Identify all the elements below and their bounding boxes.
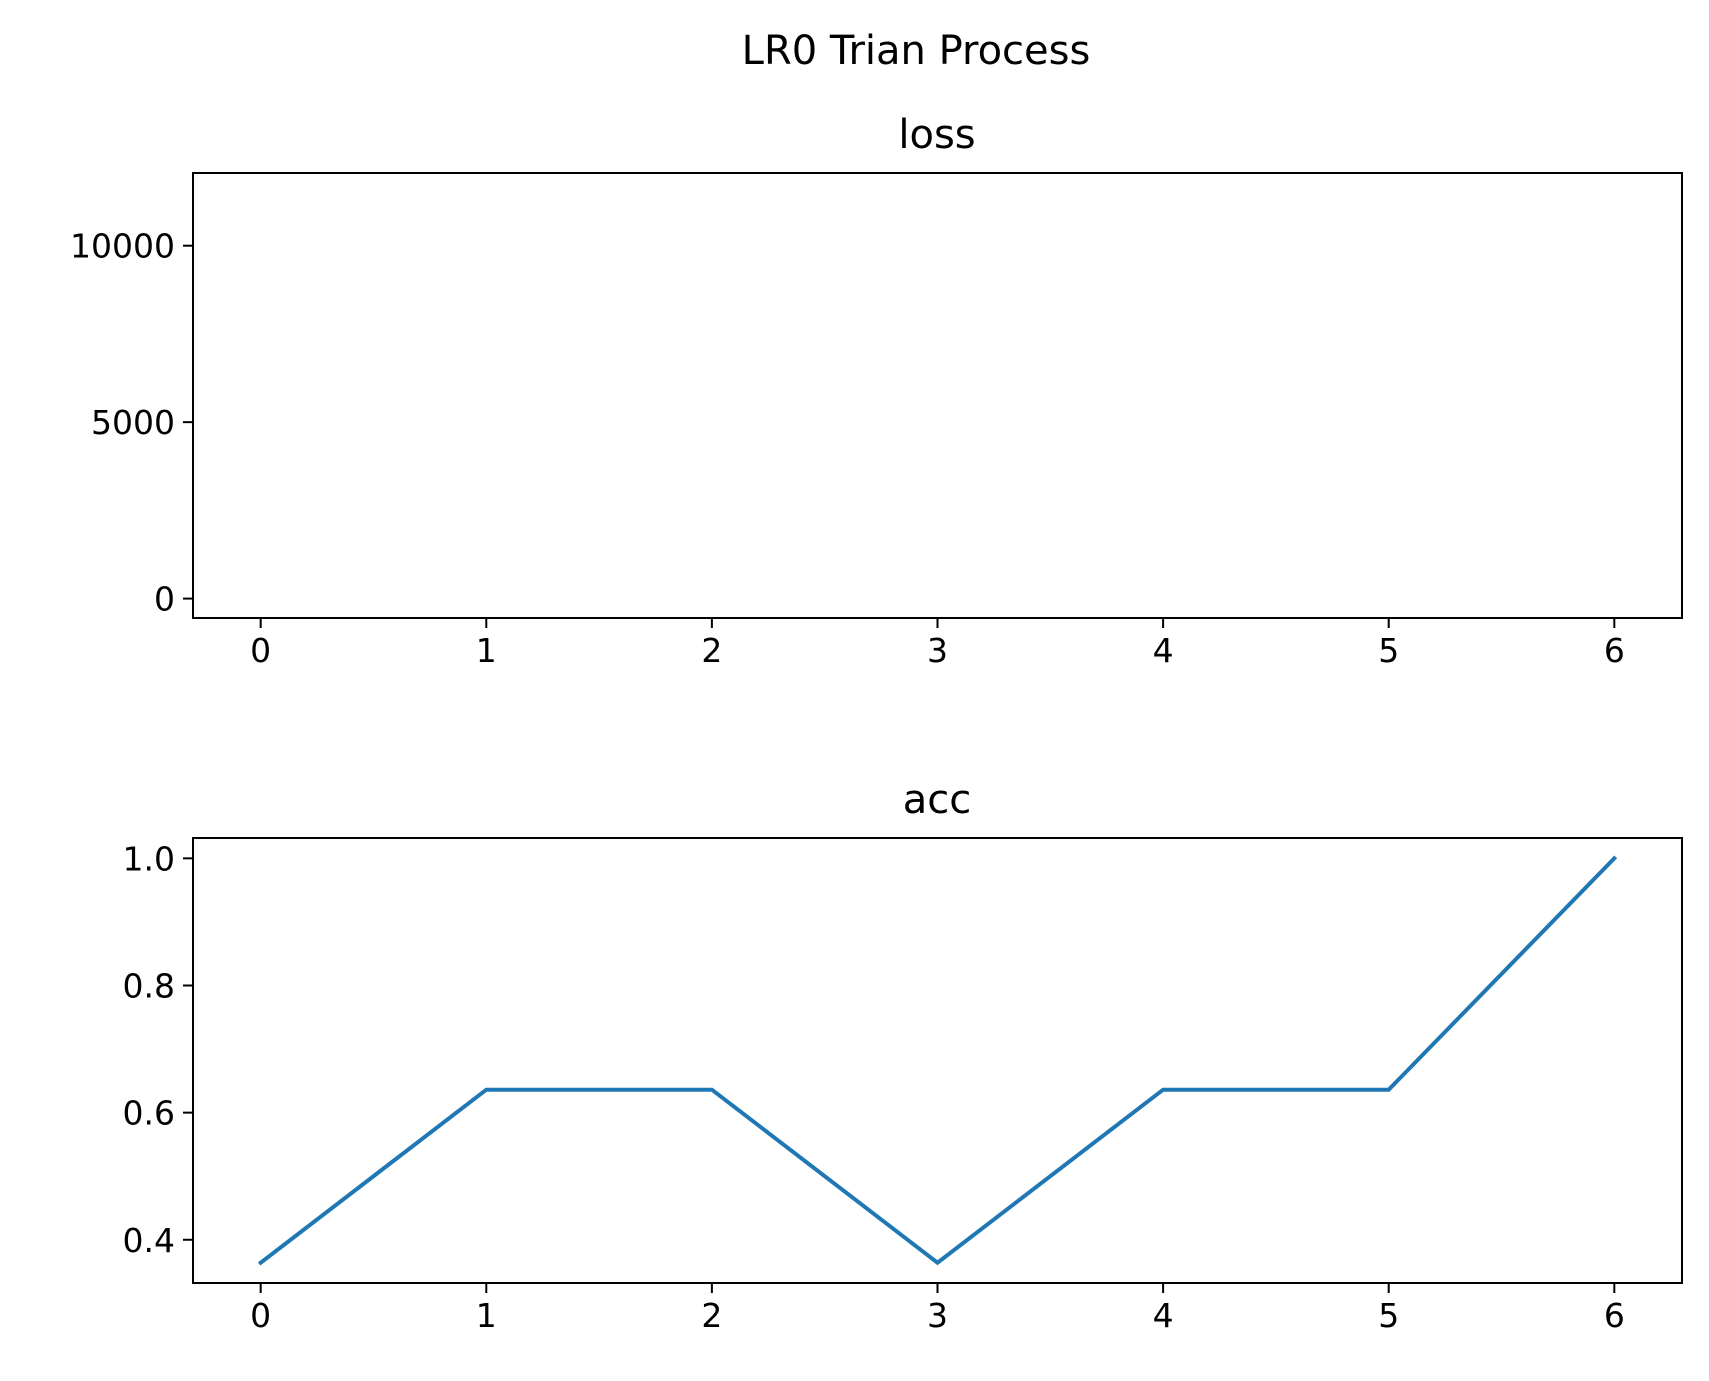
acc-x-tick-label: 4 bbox=[1153, 1296, 1174, 1335]
loss-x-tick-label: 0 bbox=[250, 631, 271, 670]
loss-y-tick-label: 0 bbox=[154, 580, 175, 619]
acc-y-tick-label: 0.6 bbox=[123, 1094, 175, 1133]
loss-x-tick-label: 6 bbox=[1604, 631, 1625, 670]
acc-x-tick-label: 1 bbox=[476, 1296, 497, 1335]
acc-axes: acc 0 1 2 3 4 5 6 0.4 0.6 0.8 1.0 bbox=[123, 777, 1683, 1335]
acc-series-line bbox=[257, 855, 1618, 1266]
loss-axes-title: loss bbox=[898, 112, 975, 158]
loss-x-tick-label: 5 bbox=[1378, 631, 1399, 670]
acc-y-tick-label: 0.8 bbox=[123, 966, 175, 1005]
loss-x-tick-label: 3 bbox=[927, 631, 948, 670]
acc-x-tick-label: 6 bbox=[1604, 1296, 1625, 1335]
loss-x-tick-label: 4 bbox=[1153, 631, 1174, 670]
loss-y-tick-label: 10000 bbox=[70, 227, 175, 266]
acc-x-tick-label: 3 bbox=[927, 1296, 948, 1335]
loss-x-tick-label: 1 bbox=[476, 631, 497, 670]
acc-x-tick-label: 5 bbox=[1378, 1296, 1399, 1335]
acc-x-tick-label: 0 bbox=[250, 1296, 271, 1335]
figure-suptitle: LR0 Trian Process bbox=[742, 28, 1091, 74]
acc-x-tick-label: 2 bbox=[701, 1296, 722, 1335]
loss-y-tick-label: 5000 bbox=[91, 403, 175, 442]
acc-plot-area bbox=[257, 855, 1618, 1266]
loss-x-tick-label: 2 bbox=[701, 631, 722, 670]
loss-axes: loss 0 1 2 3 4 5 6 0 5000 10000 bbox=[70, 112, 1683, 670]
acc-axes-title: acc bbox=[903, 777, 972, 823]
acc-y-tick-label: 1.0 bbox=[123, 839, 175, 878]
acc-y-tick-label: 0.4 bbox=[123, 1221, 175, 1260]
